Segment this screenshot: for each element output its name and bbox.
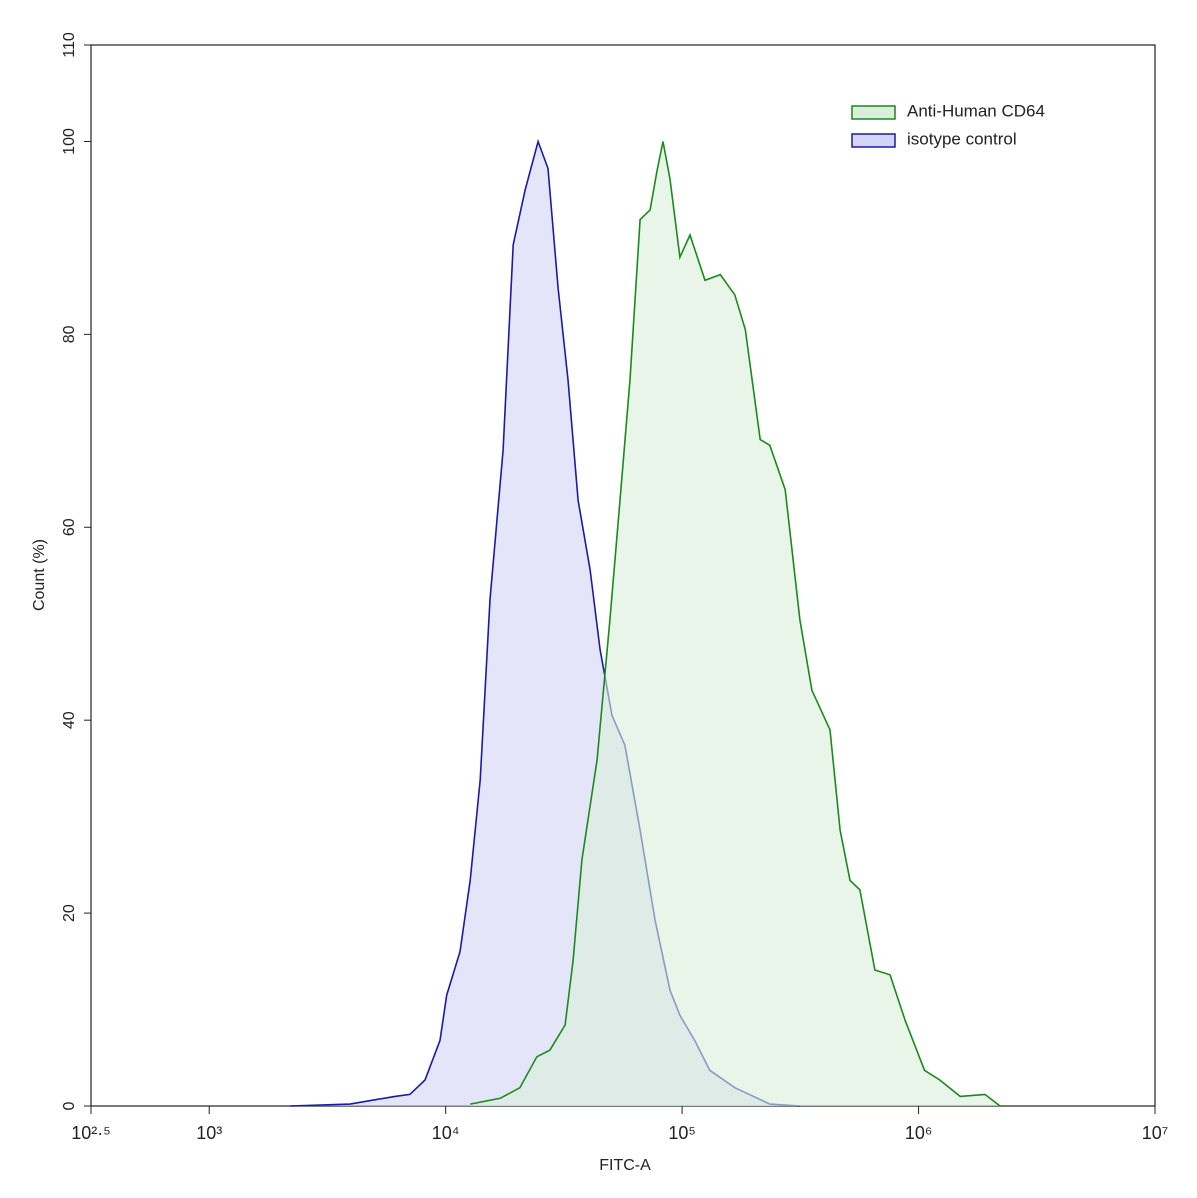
y-axis-label: Count (%) [31, 539, 48, 611]
y-tick-label: 40 [61, 711, 78, 729]
y-tick-label: 80 [61, 325, 78, 343]
y-tick-label: 0 [61, 1101, 78, 1110]
series-area [290, 141, 800, 1106]
x-tick-label: 10³ [196, 1123, 222, 1143]
legend-label: Anti-Human CD64 [907, 101, 1045, 120]
y-tick-label: 100 [61, 128, 78, 155]
y-tick-label: 60 [61, 518, 78, 536]
legend-label: isotype control [907, 129, 1017, 148]
x-tick-label: 10²·⁵ [71, 1123, 110, 1143]
x-tick-label: 10⁵ [668, 1123, 695, 1143]
legend-swatch [851, 105, 896, 120]
x-tick-label: 10⁶ [905, 1123, 932, 1143]
y-tick-label: 20 [61, 904, 78, 922]
legend-swatch [851, 133, 896, 148]
x-axis-label: FITC-A [599, 1157, 651, 1174]
series-area [470, 141, 1000, 1106]
x-tick-label: 10⁴ [432, 1123, 460, 1143]
y-tick-label: 110 [61, 32, 78, 58]
series-line [470, 141, 1001, 1107]
x-tick-label: 10⁷ [1142, 1123, 1169, 1143]
